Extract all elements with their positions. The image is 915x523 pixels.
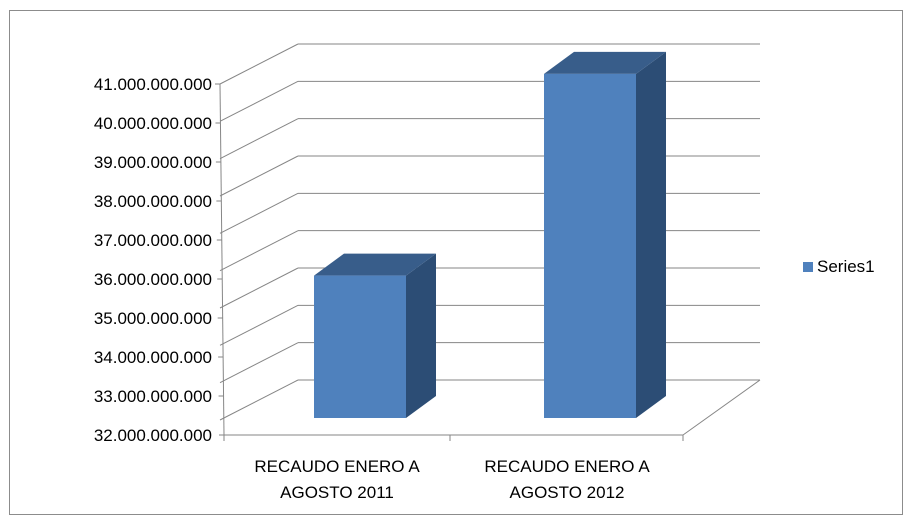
bar-top bbox=[314, 253, 436, 276]
bar-side bbox=[406, 253, 436, 418]
bar-front bbox=[544, 73, 636, 418]
x-tick-label: AGOSTO 2012 bbox=[510, 483, 625, 502]
gridline-side bbox=[219, 192, 299, 234]
chart-frame bbox=[9, 10, 903, 515]
gridline-side bbox=[219, 80, 299, 122]
y-tick-labels: 32.000.000.000 33.000.000.000 34.000.000.0… bbox=[94, 75, 212, 445]
x-tick-label: RECAUDO ENERO A bbox=[484, 457, 650, 476]
y-tick-label: 33.000.000.000 bbox=[94, 387, 212, 406]
x-tick-label: AGOSTO 2011 bbox=[280, 483, 394, 502]
x-tick-labels: RECAUDO ENERO A AGOSTO 2011 RECAUDO ENERO … bbox=[254, 457, 650, 502]
x-tick-label: RECAUDO ENERO A bbox=[254, 457, 420, 476]
gridline-side bbox=[219, 342, 299, 384]
y-tick-label: 41.000.000.000 bbox=[94, 75, 212, 94]
gridline-side bbox=[219, 43, 299, 85]
bar-top bbox=[544, 51, 666, 74]
bars-layer bbox=[314, 51, 666, 418]
y-tick-label: 34.000.000.000 bbox=[94, 348, 212, 367]
bar-1 bbox=[314, 253, 436, 418]
y-tick-label: 37.000.000.000 bbox=[94, 231, 212, 250]
y-axis bbox=[219, 83, 225, 436]
legend: Series1 bbox=[803, 257, 875, 276]
y-tick-label: 40.000.000.000 bbox=[94, 114, 212, 133]
y-tick-label: 39.000.000.000 bbox=[94, 153, 212, 172]
axis-layer bbox=[215, 83, 761, 441]
grid-layer bbox=[219, 43, 760, 421]
floor-edge-right bbox=[682, 379, 761, 436]
bar-side bbox=[636, 51, 666, 418]
y-tick-label: 38.000.000.000 bbox=[94, 192, 212, 211]
gridline-side bbox=[219, 118, 299, 160]
gridline-side bbox=[219, 230, 299, 272]
gridline-side bbox=[219, 379, 299, 421]
gridline-side bbox=[219, 304, 299, 346]
y-tick-label: 35.000.000.000 bbox=[94, 309, 212, 328]
gridline-side bbox=[219, 267, 299, 309]
legend-swatch-series1 bbox=[803, 262, 813, 272]
gridline-side bbox=[219, 155, 299, 197]
bar-front bbox=[314, 275, 406, 418]
legend-label-series1: Series1 bbox=[817, 257, 875, 276]
bar-2 bbox=[544, 51, 666, 418]
y-tick-label: 32.000.000.000 bbox=[94, 426, 212, 445]
y-tick-label: 36.000.000.000 bbox=[94, 270, 212, 289]
